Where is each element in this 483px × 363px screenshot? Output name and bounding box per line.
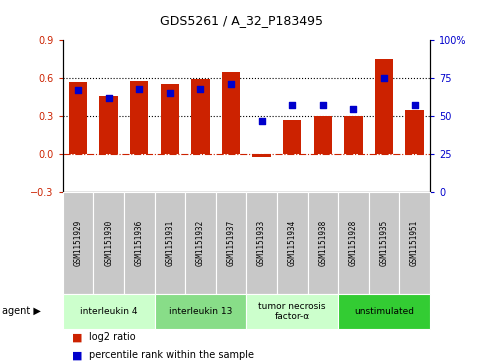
Bar bbox=[375, 59, 393, 154]
Point bbox=[227, 81, 235, 87]
Text: GSM1151932: GSM1151932 bbox=[196, 220, 205, 266]
Bar bbox=[124, 192, 155, 294]
Text: unstimulated: unstimulated bbox=[354, 307, 414, 316]
Bar bbox=[155, 192, 185, 294]
Text: GSM1151938: GSM1151938 bbox=[318, 220, 327, 266]
Text: GSM1151937: GSM1151937 bbox=[227, 220, 236, 266]
Point bbox=[319, 103, 327, 109]
Bar bbox=[246, 192, 277, 294]
Text: GSM1151936: GSM1151936 bbox=[135, 220, 144, 266]
Text: ■: ■ bbox=[72, 350, 83, 360]
Bar bbox=[191, 79, 210, 154]
Text: GSM1151931: GSM1151931 bbox=[165, 220, 174, 266]
Bar bbox=[216, 192, 246, 294]
Point bbox=[258, 118, 266, 124]
Text: GSM1151933: GSM1151933 bbox=[257, 220, 266, 266]
Bar bbox=[63, 192, 93, 294]
Text: GSM1151951: GSM1151951 bbox=[410, 220, 419, 266]
Bar bbox=[161, 84, 179, 154]
Bar bbox=[155, 294, 246, 329]
Bar bbox=[399, 192, 430, 294]
Point bbox=[197, 86, 204, 91]
Bar bbox=[283, 120, 301, 154]
Text: GSM1151928: GSM1151928 bbox=[349, 220, 358, 266]
Bar bbox=[99, 96, 118, 154]
Text: interleukin 4: interleukin 4 bbox=[80, 307, 138, 316]
Bar bbox=[338, 192, 369, 294]
Point bbox=[105, 95, 113, 101]
Bar bbox=[222, 72, 240, 154]
Text: GSM1151929: GSM1151929 bbox=[73, 220, 83, 266]
Point bbox=[411, 103, 418, 109]
Point bbox=[74, 87, 82, 93]
Bar bbox=[69, 82, 87, 154]
Point bbox=[166, 90, 174, 96]
Text: tumor necrosis
factor-α: tumor necrosis factor-α bbox=[258, 302, 326, 321]
Bar bbox=[313, 116, 332, 154]
Text: percentile rank within the sample: percentile rank within the sample bbox=[89, 350, 255, 360]
Bar bbox=[185, 192, 216, 294]
Bar bbox=[277, 192, 308, 294]
Bar bbox=[253, 154, 271, 157]
Bar bbox=[63, 294, 155, 329]
Bar bbox=[344, 116, 363, 154]
Bar bbox=[130, 81, 148, 154]
Bar bbox=[369, 192, 399, 294]
Bar bbox=[246, 294, 338, 329]
Text: ■: ■ bbox=[72, 332, 83, 342]
Text: GSM1151930: GSM1151930 bbox=[104, 220, 113, 266]
Text: GDS5261 / A_32_P183495: GDS5261 / A_32_P183495 bbox=[160, 15, 323, 28]
Bar bbox=[338, 294, 430, 329]
Text: agent ▶: agent ▶ bbox=[2, 306, 41, 316]
Point bbox=[380, 75, 388, 81]
Text: GSM1151935: GSM1151935 bbox=[380, 220, 388, 266]
Text: interleukin 13: interleukin 13 bbox=[169, 307, 232, 316]
Point bbox=[135, 86, 143, 91]
Text: log2 ratio: log2 ratio bbox=[89, 332, 136, 342]
Bar bbox=[308, 192, 338, 294]
Text: GSM1151934: GSM1151934 bbox=[288, 220, 297, 266]
Point bbox=[350, 106, 357, 111]
Bar bbox=[405, 110, 424, 154]
Point bbox=[288, 103, 296, 109]
Bar bbox=[93, 192, 124, 294]
